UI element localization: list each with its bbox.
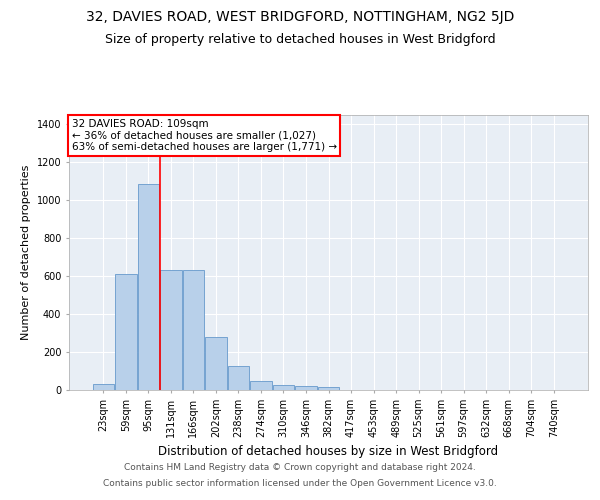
Bar [137, 184, 159, 390]
Text: 32, DAVIES ROAD, WEST BRIDGFORD, NOTTINGHAM, NG2 5JD: 32, DAVIES ROAD, WEST BRIDGFORD, NOTTING… [86, 10, 514, 24]
Bar [92, 384, 114, 390]
Bar [250, 382, 272, 390]
Bar [115, 274, 137, 390]
Text: Contains HM Land Registry data © Crown copyright and database right 2024.: Contains HM Land Registry data © Crown c… [124, 464, 476, 472]
X-axis label: Distribution of detached houses by size in West Bridgford: Distribution of detached houses by size … [158, 446, 499, 458]
Bar [273, 385, 294, 390]
Y-axis label: Number of detached properties: Number of detached properties [21, 165, 31, 340]
Bar [295, 386, 317, 390]
Bar [228, 366, 249, 390]
Text: Contains public sector information licensed under the Open Government Licence v3: Contains public sector information licen… [103, 478, 497, 488]
Text: 32 DAVIES ROAD: 109sqm
← 36% of detached houses are smaller (1,027)
63% of semi-: 32 DAVIES ROAD: 109sqm ← 36% of detached… [71, 119, 337, 152]
Text: Size of property relative to detached houses in West Bridgford: Size of property relative to detached ho… [104, 32, 496, 46]
Bar [318, 388, 339, 390]
Bar [182, 270, 204, 390]
Bar [205, 337, 227, 390]
Bar [160, 270, 182, 390]
